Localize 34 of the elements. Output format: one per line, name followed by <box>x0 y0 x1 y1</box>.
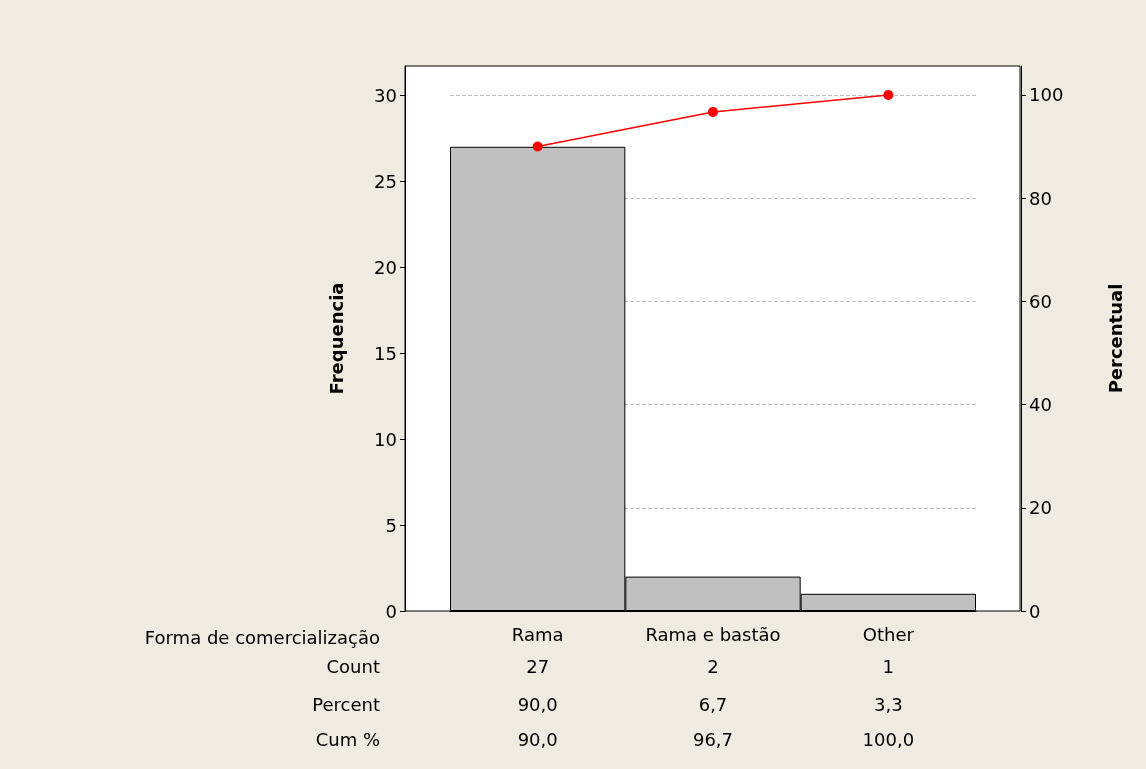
point <box>883 89 894 100</box>
text: Percent <box>312 693 380 715</box>
y2-tick-label: 60 <box>1029 290 1052 312</box>
y-tick-label: 30 <box>374 84 397 106</box>
point <box>708 106 718 117</box>
x-tick-label: Rama <box>511 623 564 645</box>
data-label: 90,0 <box>517 728 558 750</box>
data-label: 100,0 <box>862 728 915 750</box>
y2-tick-label: 20 <box>1029 497 1052 519</box>
y-tick-label: 25 <box>374 170 397 192</box>
x-tick-label: Other <box>862 623 915 645</box>
data-label: 1 <box>882 655 895 677</box>
data-label: 96,7 <box>692 728 734 750</box>
text: Cum % <box>315 728 380 750</box>
text: 90,0 <box>517 693 558 715</box>
y2-tick-label: 40 <box>1029 394 1052 416</box>
y2-tick-label: 0 <box>1029 600 1041 622</box>
y-tick-label: 5 <box>385 514 397 536</box>
data-label: 27 <box>526 655 550 677</box>
y-tick-label: 20 <box>374 256 397 278</box>
y-axis-title: Frequencia <box>325 282 347 395</box>
x-tick-label: Rama e bastão <box>645 623 781 645</box>
text: Count <box>326 655 380 677</box>
text: 3,3 <box>874 693 903 715</box>
data-label: 2 <box>707 655 719 677</box>
text: 6,7 <box>698 693 728 715</box>
point <box>532 141 543 152</box>
y-tick-label: 15 <box>374 342 397 364</box>
y2-tick-label: 100 <box>1029 84 1064 106</box>
y-tick-label: 0 <box>385 600 397 622</box>
y2-axis-title: Percentual <box>1104 283 1126 394</box>
x-axis-title: Forma de comercialização <box>144 626 380 648</box>
y2-tick-label: 80 <box>1029 187 1052 209</box>
y-tick-label: 10 <box>374 428 397 450</box>
